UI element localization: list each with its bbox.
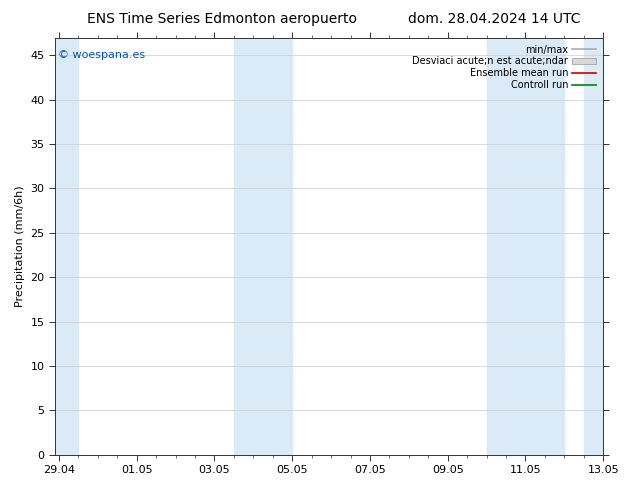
Text: dom. 28.04.2024 14 UTC: dom. 28.04.2024 14 UTC: [408, 12, 581, 26]
Text: © woespana.es: © woespana.es: [58, 50, 145, 60]
Text: ENS Time Series Edmonton aeropuerto: ENS Time Series Edmonton aeropuerto: [87, 12, 357, 26]
Legend: min/max, Desviaci acute;n est acute;ndar, Ensemble mean run, Controll run: min/max, Desviaci acute;n est acute;ndar…: [410, 43, 598, 92]
Bar: [584, 38, 611, 455]
Bar: [234, 38, 292, 455]
Bar: [55, 38, 79, 455]
Bar: [486, 38, 564, 455]
Y-axis label: Precipitation (mm/6h): Precipitation (mm/6h): [15, 185, 25, 307]
